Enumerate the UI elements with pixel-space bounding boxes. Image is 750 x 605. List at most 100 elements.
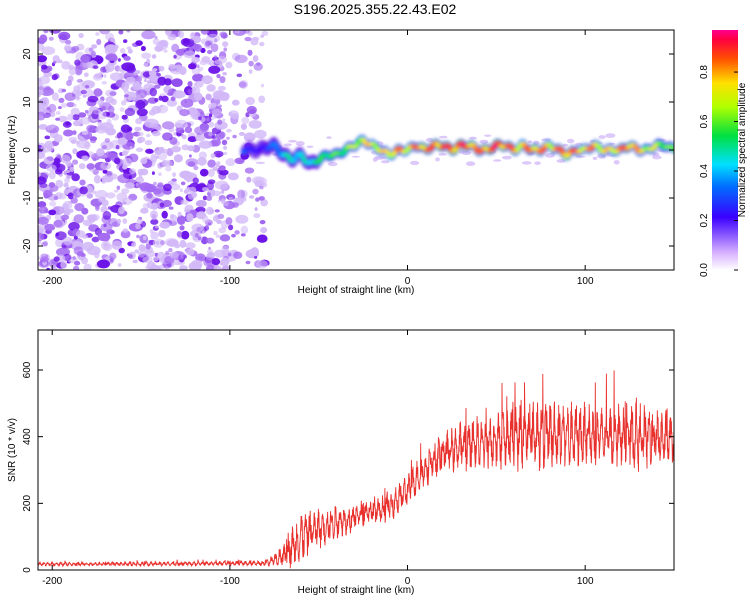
- noise-blob: [209, 208, 215, 215]
- noise-blob: [94, 203, 100, 210]
- noise-blob: [68, 239, 72, 243]
- noise-blob: [169, 65, 184, 75]
- noise-blob: [252, 55, 259, 62]
- noise-blob: [138, 244, 146, 252]
- noise-blob: [244, 36, 252, 42]
- noise-blob: [173, 154, 183, 163]
- noise-blob: [207, 168, 215, 177]
- noise-blob: [219, 234, 231, 242]
- noise-blob: [119, 107, 125, 112]
- noise-blob: [105, 175, 114, 183]
- noise-blob: [88, 216, 96, 224]
- noise-blob: [206, 181, 214, 191]
- noise-blob: [80, 90, 87, 95]
- noise-blob: [51, 92, 59, 101]
- noise-blob: [85, 88, 94, 98]
- noise-blob: [97, 232, 111, 242]
- noise-blob: [176, 49, 184, 56]
- noise-blob: [72, 114, 80, 121]
- noise-blob: [94, 189, 108, 199]
- noise-blob: [206, 84, 216, 92]
- noise-blob: [237, 189, 246, 199]
- noise-blob: [61, 244, 67, 249]
- noise-blob: [181, 144, 190, 151]
- noise-blob: [201, 56, 211, 63]
- spectrogram-x-tick-label: -200: [42, 276, 62, 287]
- noise-blob: [372, 157, 378, 162]
- noise-blob: [41, 64, 48, 70]
- noise-blob: [115, 145, 120, 150]
- snr-y-ticks: 0 200 400 600: [22, 361, 674, 573]
- noise-blob: [212, 190, 221, 197]
- noise-blob: [225, 158, 236, 167]
- colorbar-tick-label: 0.0: [699, 263, 710, 277]
- noise-blob: [149, 264, 161, 270]
- noise-blob: [566, 138, 575, 144]
- snr-x-tick-label: -100: [220, 576, 240, 587]
- noise-blob: [180, 181, 186, 186]
- noise-blob: [85, 85, 90, 89]
- noise-blob: [43, 189, 53, 198]
- noise-blob: [50, 30, 61, 34]
- noise-blob: [120, 124, 131, 133]
- noise-blob: [105, 89, 117, 98]
- noise-blob: [154, 98, 159, 102]
- noise-blob: [48, 171, 56, 180]
- figure-title: S196.2025.355.22.43.E02: [294, 1, 457, 17]
- noise-blob: [180, 199, 189, 205]
- noise-blob: [217, 199, 221, 203]
- noise-blob: [149, 87, 157, 97]
- noise-blob: [438, 153, 448, 156]
- noise-blob: [121, 114, 128, 120]
- noise-blob: [70, 197, 78, 204]
- noise-blob: [171, 78, 183, 87]
- noise-blob: [150, 231, 159, 240]
- noise-blob: [162, 132, 173, 141]
- noise-blob: [185, 248, 195, 256]
- noise-blob: [158, 65, 165, 72]
- noise-blob: [218, 165, 226, 171]
- noise-blob: [72, 159, 79, 165]
- noise-blob: [103, 74, 107, 78]
- noise-blob: [226, 128, 232, 133]
- noise-blob: [176, 215, 186, 225]
- noise-blob: [105, 63, 115, 72]
- noise-blob: [248, 60, 254, 67]
- noise-blob: [86, 124, 96, 133]
- noise-blob: [179, 225, 185, 231]
- noise-blob: [221, 245, 230, 255]
- noise-blob: [151, 171, 155, 176]
- noise-blob: [151, 130, 161, 137]
- noise-blob: [100, 161, 112, 171]
- noise-blob: [62, 121, 72, 128]
- noise-blob: [190, 110, 201, 120]
- noise-blob: [178, 30, 185, 39]
- noise-blob: [216, 91, 230, 101]
- noise-blob: [187, 88, 193, 95]
- noise-blob: [181, 134, 187, 140]
- noise-blob: [479, 139, 489, 144]
- spectrogram-y-tick-label: 0: [22, 147, 33, 153]
- noise-blob: [133, 107, 139, 112]
- noise-blob: [235, 214, 249, 224]
- noise-blob: [217, 119, 223, 125]
- noise-blob: [109, 139, 124, 150]
- noise-blob: [56, 154, 61, 159]
- noise-blob: [221, 265, 231, 270]
- noise-blob: [410, 160, 420, 166]
- noise-blob: [163, 49, 168, 53]
- noise-blob: [174, 119, 188, 129]
- noise-blob: [170, 96, 176, 102]
- noise-blob: [216, 73, 221, 79]
- noise-blob: [93, 174, 101, 184]
- noise-blob: [528, 140, 533, 144]
- noise-blob: [195, 134, 206, 142]
- noise-blob: [652, 155, 662, 160]
- noise-blob: [184, 124, 188, 128]
- noise-blob: [252, 188, 259, 195]
- noise-blob: [44, 135, 51, 140]
- spectrogram-signal-track: [240, 134, 674, 170]
- noise-blob: [210, 43, 219, 52]
- noise-blob: [598, 135, 606, 139]
- noise-blob: [55, 117, 61, 121]
